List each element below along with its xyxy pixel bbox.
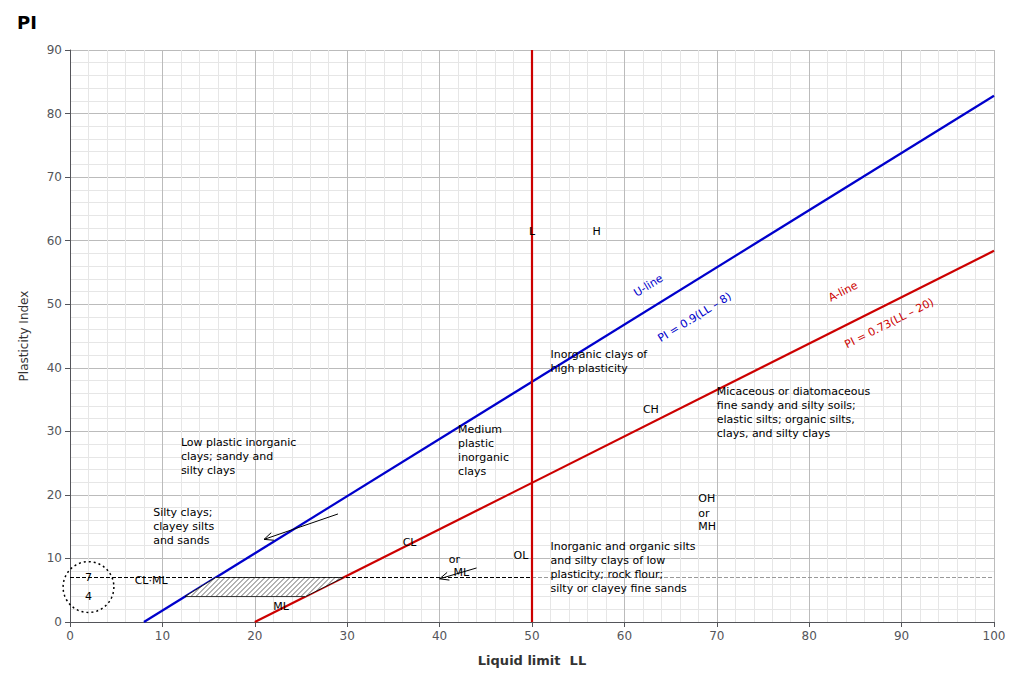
svg-text:CL·ML: CL·ML — [135, 574, 169, 587]
svg-text:silty clays: silty clays — [181, 464, 236, 477]
svg-text:A-line: A-line — [826, 279, 860, 305]
svg-text:90: 90 — [47, 43, 62, 57]
svg-text:elastic silts; organic silts,: elastic silts; organic silts, — [717, 413, 855, 426]
svg-text:Low plastic inorganic: Low plastic inorganic — [181, 436, 296, 449]
svg-text:0: 0 — [54, 615, 62, 629]
svg-text:30: 30 — [340, 629, 355, 643]
svg-text:clays; sandy and: clays; sandy and — [181, 450, 273, 463]
svg-text:40: 40 — [432, 629, 447, 643]
svg-text:80: 80 — [802, 629, 817, 643]
svg-text:Plasticity Index: Plasticity Index — [17, 291, 31, 382]
svg-text:silty or clayey fine sands: silty or clayey fine sands — [550, 582, 687, 595]
svg-text:inorganic: inorganic — [458, 451, 509, 464]
svg-text:20: 20 — [247, 629, 262, 643]
svg-text:CH: CH — [643, 403, 659, 416]
svg-text:ML: ML — [273, 600, 289, 613]
svg-text:60: 60 — [617, 629, 632, 643]
svg-text:clays: clays — [458, 465, 486, 478]
svg-text:10: 10 — [47, 551, 62, 565]
svg-text:70: 70 — [709, 629, 724, 643]
svg-text:PI: PI — [17, 12, 37, 33]
svg-text:70: 70 — [47, 170, 62, 184]
svg-text:plastic: plastic — [458, 437, 494, 450]
svg-text:PI = 0.73(LL – 20): PI = 0.73(LL – 20) — [843, 296, 936, 352]
svg-text:80: 80 — [47, 107, 62, 121]
svg-text:40: 40 — [47, 361, 62, 375]
svg-text:90: 90 — [894, 629, 909, 643]
svg-text:Micaceous or diatomaceous: Micaceous or diatomaceous — [717, 385, 871, 398]
svg-text:OL: OL — [514, 549, 530, 562]
svg-text:Inorganic clays of: Inorganic clays of — [550, 348, 648, 361]
svg-text:ML: ML — [453, 566, 469, 579]
svg-text:and sands: and sands — [153, 534, 210, 547]
svg-text:50: 50 — [524, 629, 539, 643]
svg-text:10: 10 — [155, 629, 170, 643]
svg-text:and silty clays of low: and silty clays of low — [550, 554, 665, 567]
svg-text:7: 7 — [85, 571, 92, 584]
svg-text:60: 60 — [47, 234, 62, 248]
svg-text:PI = 0.9(LL – 8): PI = 0.9(LL – 8) — [656, 290, 734, 345]
svg-text:fine sandy and silty soils;: fine sandy and silty soils; — [717, 399, 856, 412]
svg-text:30: 30 — [47, 424, 62, 438]
svg-text:or: or — [698, 507, 710, 520]
svg-text:Inorganic and organic silts: Inorganic and organic silts — [550, 540, 695, 553]
svg-text:or: or — [449, 553, 461, 566]
svg-text:clays, and silty clays: clays, and silty clays — [717, 427, 831, 440]
svg-text:plasticity; rock flour;: plasticity; rock flour; — [550, 568, 663, 581]
svg-text:20: 20 — [47, 488, 62, 502]
svg-text:H: H — [593, 225, 601, 238]
svg-text:Liquid limit LL: Liquid limit LL — [478, 653, 586, 668]
svg-text:CL: CL — [403, 536, 418, 549]
svg-text:OH: OH — [698, 492, 715, 505]
svg-text:clayey silts: clayey silts — [153, 520, 214, 533]
svg-text:0: 0 — [66, 629, 74, 643]
svg-text:Silty clays;: Silty clays; — [153, 506, 212, 519]
svg-text:U-line: U-line — [631, 272, 665, 300]
svg-text:4: 4 — [85, 590, 92, 603]
svg-text:50: 50 — [47, 297, 62, 311]
svg-text:Medium: Medium — [458, 423, 502, 436]
svg-text:MH: MH — [698, 520, 716, 533]
svg-text:high plasticity: high plasticity — [550, 362, 628, 375]
svg-text:L: L — [529, 225, 536, 238]
svg-text:100: 100 — [983, 629, 1006, 643]
